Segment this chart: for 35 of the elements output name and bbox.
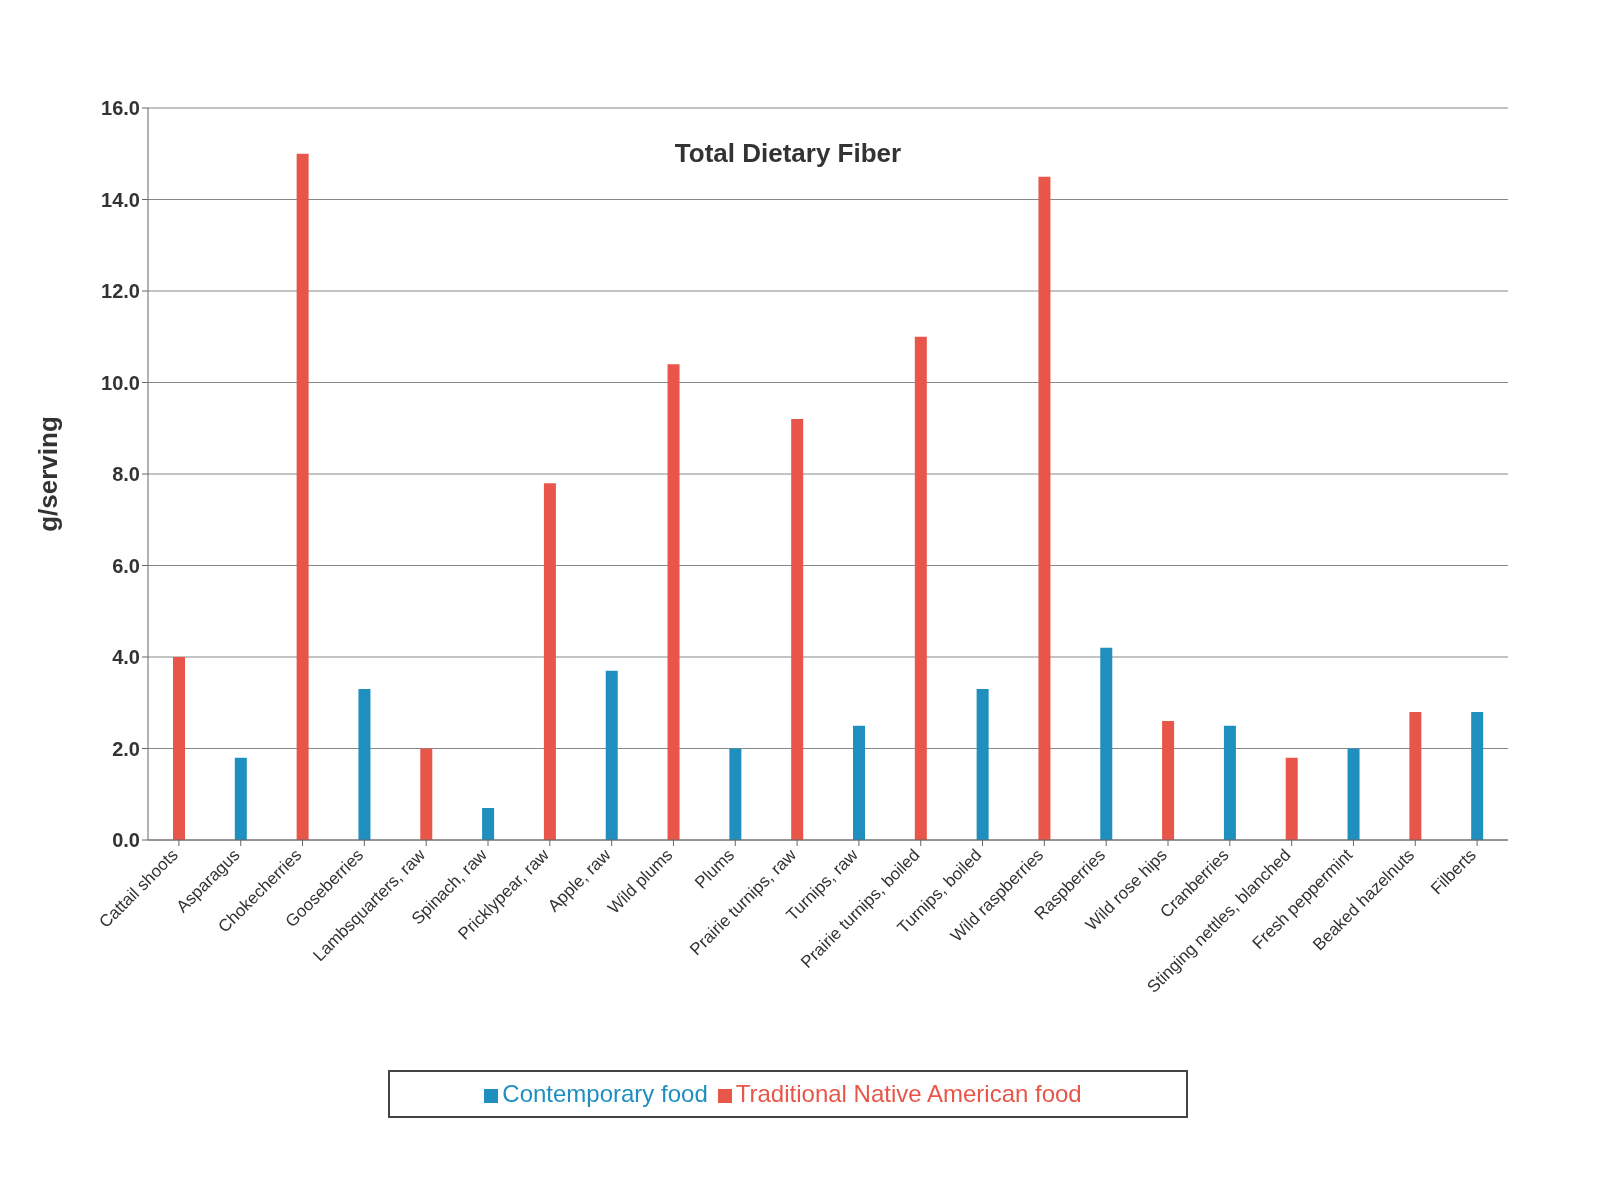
- bar: [543, 483, 556, 840]
- bar: [1409, 711, 1422, 840]
- bar: [482, 807, 495, 840]
- bar: [1285, 757, 1298, 840]
- y-tick-label: 2.0: [112, 737, 140, 760]
- bar: [234, 757, 247, 840]
- bar: [914, 336, 927, 840]
- y-tick-label: 4.0: [112, 646, 140, 669]
- y-tick-label: 14.0: [101, 188, 140, 211]
- bar: [173, 657, 185, 840]
- bar: [976, 689, 989, 840]
- y-tick-label: 6.0: [112, 554, 140, 577]
- y-tick-label: 12.0: [101, 280, 140, 303]
- bar: [1038, 176, 1051, 840]
- bar: [1223, 725, 1236, 840]
- legend-label: Traditional Native American food: [735, 1080, 1082, 1107]
- bar: [791, 419, 804, 840]
- bar: [1100, 647, 1113, 840]
- bar: [1347, 748, 1360, 840]
- bar: [667, 364, 680, 840]
- bar: [1162, 721, 1175, 840]
- bar: [1471, 711, 1484, 840]
- bar: [729, 748, 742, 840]
- text: Total Dietary Fiber: [673, 138, 903, 169]
- bar: [420, 748, 433, 840]
- y-tick-label: 10.0: [101, 371, 140, 394]
- y-tick-label: 16.0: [101, 97, 140, 120]
- y-tick-label: 8.0: [112, 463, 140, 486]
- bar: [358, 689, 371, 840]
- bar: [853, 725, 865, 840]
- y-axis-title: g/serving: [33, 416, 64, 532]
- bar: [296, 153, 309, 840]
- bar: [605, 670, 618, 840]
- legend-label: Contemporary food: [502, 1080, 708, 1107]
- y-tick-label: 0.0: [112, 829, 140, 852]
